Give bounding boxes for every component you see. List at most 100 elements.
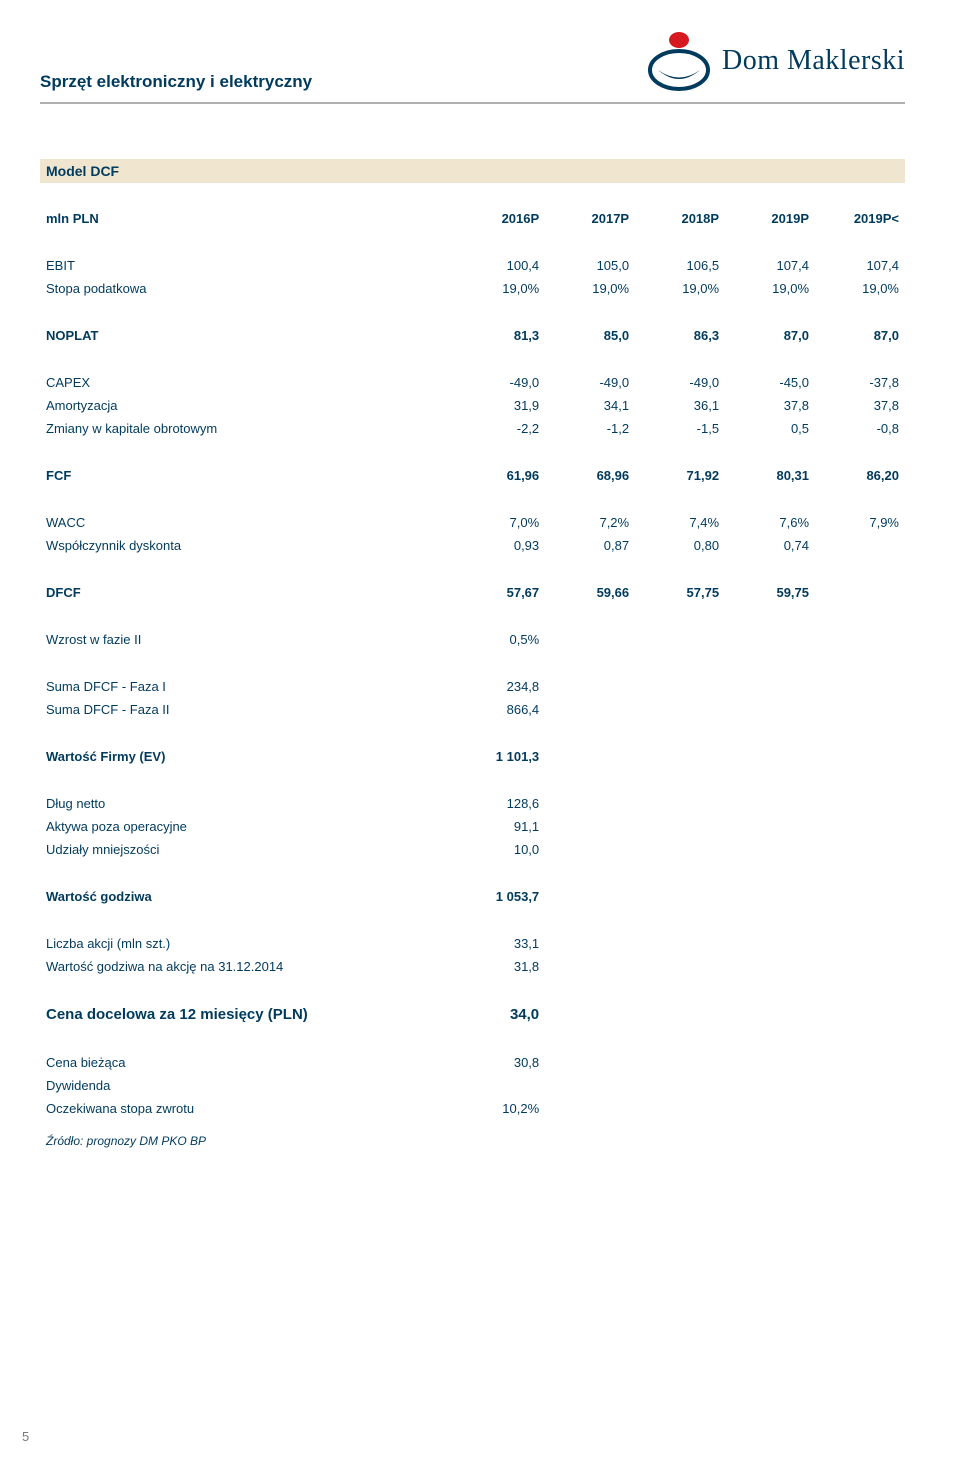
row-value: -0,8: [815, 417, 905, 440]
row-label: Cena bieżąca: [40, 1051, 455, 1074]
row-value: 0,74: [725, 534, 815, 557]
row-value: 30,8: [455, 1051, 545, 1074]
row-value: 37,8: [725, 394, 815, 417]
row-value: 68,96: [545, 464, 635, 487]
row-value: 19,0%: [725, 277, 815, 300]
row-value: 0,5%: [455, 628, 545, 651]
row-value: 37,8: [815, 394, 905, 417]
table-row: Wartość godziwa na akcję na 31.12.201431…: [40, 955, 905, 978]
row-label: Zmiany w kapitale obrotowym: [40, 417, 455, 440]
table-row: FCF61,9668,9671,9280,3186,20: [40, 464, 905, 487]
row-label: CAPEX: [40, 371, 455, 394]
row-label: Suma DFCF - Faza I: [40, 675, 455, 698]
table-row: Stopa podatkowa19,0%19,0%19,0%19,0%19,0%: [40, 277, 905, 300]
col-head: 2019P<: [815, 207, 905, 230]
row-value: 86,20: [815, 464, 905, 487]
document-title: Sprzęt elektroniczny i elektryczny: [40, 72, 312, 92]
table-row: NOPLAT81,385,086,387,087,0: [40, 324, 905, 347]
col-head: 2018P: [635, 207, 725, 230]
table-row: Cena bieżąca30,8: [40, 1051, 905, 1074]
pko-logo-icon: [646, 30, 712, 92]
table-row: Liczba akcji (mln szt.)33,1: [40, 932, 905, 955]
row-value: -45,0: [725, 371, 815, 394]
table-row: Suma DFCF - Faza I234,8: [40, 675, 905, 698]
row-value: 19,0%: [545, 277, 635, 300]
row-value: 107,4: [815, 254, 905, 277]
column-headers: mln PLN 2016P 2017P 2018P 2019P 2019P<: [40, 207, 905, 230]
target-price-row: Cena docelowa za 12 miesięcy (PLN) 34,0: [40, 1002, 905, 1027]
row-value: 31,9: [455, 394, 545, 417]
table-row: Współczynnik dyskonta0,930,870,800,74: [40, 534, 905, 557]
table-row: Dług netto128,6: [40, 792, 905, 815]
row-label: Wzrost w fazie II: [40, 628, 455, 651]
row-value: 106,5: [635, 254, 725, 277]
row-label: Amortyzacja: [40, 394, 455, 417]
row-label: Współczynnik dyskonta: [40, 534, 455, 557]
row-value: 7,4%: [635, 511, 725, 534]
row-value: 0,87: [545, 534, 635, 557]
table-row: WACC7,0%7,2%7,4%7,6%7,9%: [40, 511, 905, 534]
row-value: 7,2%: [545, 511, 635, 534]
target-price-label: Cena docelowa za 12 miesięcy (PLN): [40, 1002, 455, 1027]
row-value: 86,3: [635, 324, 725, 347]
row-value: 61,96: [455, 464, 545, 487]
table-row: EBIT100,4105,0106,5107,4107,4: [40, 254, 905, 277]
row-value: 36,1: [635, 394, 725, 417]
row-value: 0,80: [635, 534, 725, 557]
row-value: 34,1: [545, 394, 635, 417]
row-label: Aktywa poza operacyjne: [40, 815, 455, 838]
row-value: 0,5: [725, 417, 815, 440]
row-value: 85,0: [545, 324, 635, 347]
row-label: WACC: [40, 511, 455, 534]
row-value: -2,2: [455, 417, 545, 440]
row-label: Stopa podatkowa: [40, 277, 455, 300]
table-title-row: Model DCF: [40, 159, 905, 183]
row-value: 87,0: [725, 324, 815, 347]
row-value: -1,2: [545, 417, 635, 440]
row-label: Udziały mniejszości: [40, 838, 455, 861]
row-value: 10,2%: [455, 1097, 545, 1120]
page-number: 5: [22, 1429, 29, 1444]
row-label: FCF: [40, 464, 455, 487]
row-value: 91,1: [455, 815, 545, 838]
row-value: 57,67: [455, 581, 545, 604]
row-value: -49,0: [635, 371, 725, 394]
row-value: 866,4: [455, 698, 545, 721]
target-price-value: 34,0: [455, 1002, 545, 1027]
table-row: CAPEX-49,0-49,0-49,0-45,0-37,8: [40, 371, 905, 394]
table-row: Suma DFCF - Faza II866,4: [40, 698, 905, 721]
dcf-table: Model DCF mln PLN 2016P 2017P 2018P 2019…: [40, 159, 905, 1120]
row-value: 87,0: [815, 324, 905, 347]
row-label: Wartość Firmy (EV): [40, 745, 455, 768]
row-label: Wartość godziwa: [40, 885, 455, 908]
row-value: 234,8: [455, 675, 545, 698]
source-note: Źródło: prognozy DM PKO BP: [46, 1134, 905, 1148]
table-row: Wartość godziwa1 053,7: [40, 885, 905, 908]
row-value: 7,9%: [815, 511, 905, 534]
row-value: [815, 534, 905, 557]
table-title: Model DCF: [40, 159, 905, 183]
table-row: Udziały mniejszości10,0: [40, 838, 905, 861]
row-label: Dług netto: [40, 792, 455, 815]
table-row: Wartość Firmy (EV)1 101,3: [40, 745, 905, 768]
col-head: 2017P: [545, 207, 635, 230]
row-value: 57,75: [635, 581, 725, 604]
row-value: [815, 581, 905, 604]
row-value: -37,8: [815, 371, 905, 394]
row-value: 19,0%: [635, 277, 725, 300]
row-value: 31,8: [455, 955, 545, 978]
row-value: 7,0%: [455, 511, 545, 534]
row-value: 80,31: [725, 464, 815, 487]
row-value: 7,6%: [725, 511, 815, 534]
row-value: 59,75: [725, 581, 815, 604]
row-label: Dywidenda: [40, 1074, 455, 1097]
table-row: DFCF57,6759,6657,7559,75: [40, 581, 905, 604]
col-head: 2019P: [725, 207, 815, 230]
row-value: 107,4: [725, 254, 815, 277]
page: Sprzęt elektroniczny i elektryczny Dom M…: [0, 0, 960, 1466]
row-value: 33,1: [455, 932, 545, 955]
header-divider: [40, 102, 905, 104]
row-value: 1 101,3: [455, 745, 545, 768]
row-value: 105,0: [545, 254, 635, 277]
row-label: Liczba akcji (mln szt.): [40, 932, 455, 955]
